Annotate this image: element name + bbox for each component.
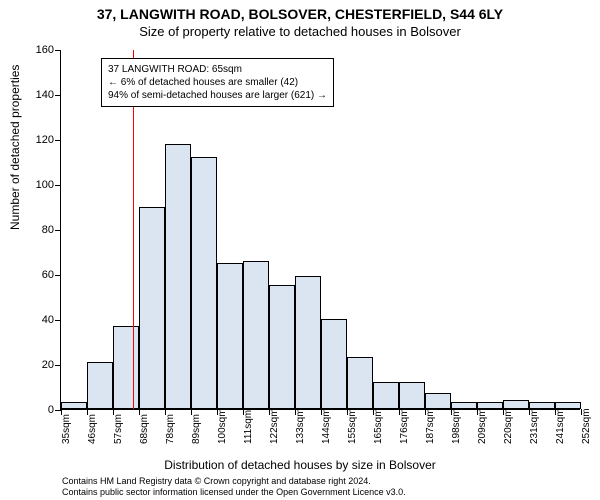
x-tick-label: 68sqm (139, 414, 150, 444)
y-tick-label: 120 (14, 134, 54, 146)
attribution-line2: Contains public sector information licen… (62, 487, 590, 498)
x-tick-label: 122sqm (269, 408, 280, 444)
x-axis-label: Distribution of detached houses by size … (0, 458, 600, 472)
x-tick-label: 57sqm (113, 414, 124, 444)
chart-subtitle: Size of property relative to detached ho… (0, 24, 600, 39)
x-tick-label: 133sqm (295, 408, 306, 444)
histogram-bar (61, 402, 87, 409)
histogram-bar (373, 382, 399, 409)
histogram-bar (165, 144, 191, 410)
x-tick-label: 220sqm (503, 408, 514, 444)
histogram-bar (269, 285, 295, 409)
y-tick-label: 80 (14, 224, 54, 236)
histogram-bar (399, 382, 425, 409)
x-tick-label: 155sqm (347, 408, 358, 444)
x-tick-label: 144sqm (321, 408, 332, 444)
x-tick-label: 100sqm (217, 408, 228, 444)
histogram-bar (295, 276, 321, 409)
x-tick-label: 46sqm (87, 414, 98, 444)
histogram-bar (217, 263, 243, 409)
attribution-line1: Contains HM Land Registry data © Crown c… (62, 476, 590, 487)
annotation-line: ← 6% of detached houses are smaller (42) (108, 76, 327, 89)
attribution-text: Contains HM Land Registry data © Crown c… (62, 476, 590, 498)
y-tick-label: 40 (14, 314, 54, 326)
y-tick (55, 365, 61, 366)
y-tick (55, 320, 61, 321)
plot-area: 02040608010012014016035sqm46sqm57sqm68sq… (60, 50, 580, 410)
histogram-bar (243, 261, 269, 410)
x-tick-label: 209sqm (477, 408, 488, 444)
x-tick-label: 198sqm (451, 408, 462, 444)
y-tick-label: 160 (14, 44, 54, 56)
x-tick-label: 165sqm (373, 408, 384, 444)
annotation-line: 37 LANGWITH ROAD: 65sqm (108, 63, 327, 76)
x-tick-label: 187sqm (425, 408, 436, 444)
x-tick-label: 35sqm (61, 414, 72, 444)
histogram-bar (347, 357, 373, 409)
annotation-box: 37 LANGWITH ROAD: 65sqm← 6% of detached … (101, 58, 334, 107)
x-tick-label: 252sqm (581, 408, 592, 444)
x-tick-label: 89sqm (191, 414, 202, 444)
histogram-bar (191, 157, 217, 409)
histogram-bar (425, 393, 451, 409)
histogram-bar (87, 362, 113, 409)
x-tick-label: 231sqm (529, 408, 540, 444)
x-tick-label: 241sqm (555, 408, 566, 444)
histogram-bar (139, 207, 165, 410)
y-tick-label: 0 (14, 404, 54, 416)
y-tick (55, 185, 61, 186)
y-tick-label: 100 (14, 179, 54, 191)
y-tick (55, 230, 61, 231)
y-tick-label: 140 (14, 89, 54, 101)
histogram-bar (321, 319, 347, 409)
y-tick (55, 95, 61, 96)
x-tick-label: 78sqm (165, 414, 176, 444)
y-tick (55, 140, 61, 141)
annotation-line: 94% of semi-detached houses are larger (… (108, 89, 327, 102)
x-tick-label: 176sqm (399, 408, 410, 444)
histogram-bar (113, 326, 139, 409)
x-tick-label: 111sqm (243, 410, 254, 444)
y-tick (55, 50, 61, 51)
chart-container: 37, LANGWITH ROAD, BOLSOVER, CHESTERFIEL… (0, 0, 600, 500)
chart-title: 37, LANGWITH ROAD, BOLSOVER, CHESTERFIEL… (0, 6, 600, 22)
y-tick (55, 275, 61, 276)
y-tick-label: 20 (14, 359, 54, 371)
y-tick-label: 60 (14, 269, 54, 281)
